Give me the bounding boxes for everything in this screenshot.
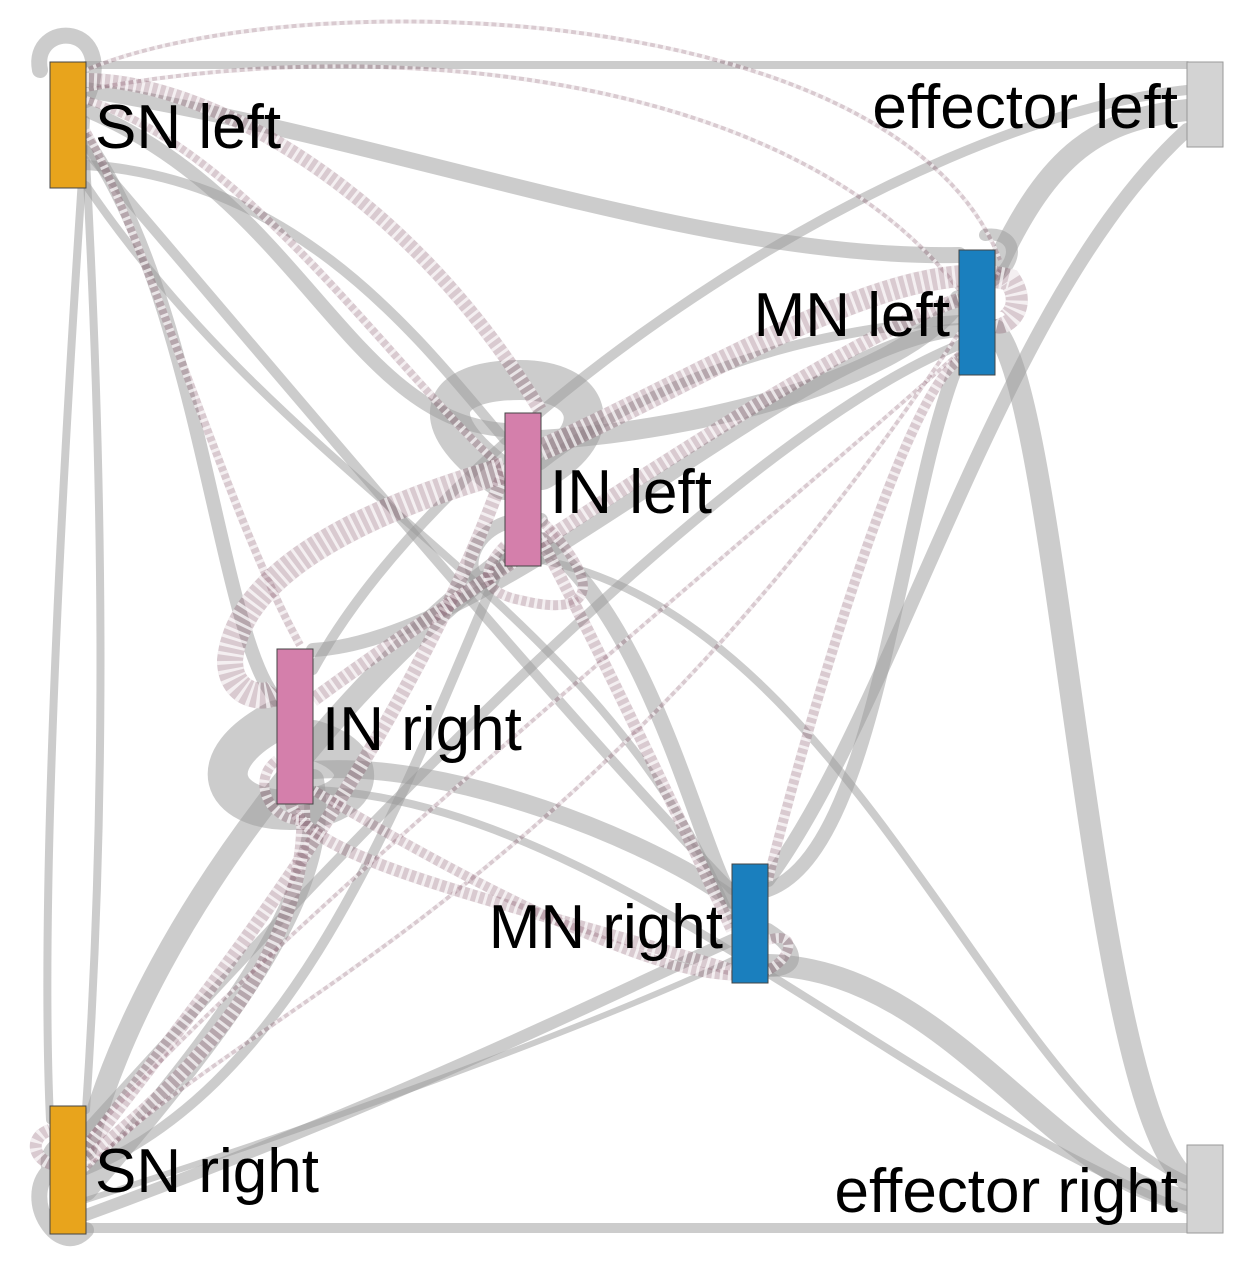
inhibitory-edge-dash	[308, 293, 961, 706]
inhibitory-edge-dash	[84, 318, 997, 1142]
node-label-in-left: IN left	[550, 458, 712, 527]
node-in-left[interactable]	[504, 412, 542, 567]
node-label-mn-left: MN left	[754, 281, 950, 350]
node-label-sn-left: SN left	[95, 93, 281, 162]
node-mn-left[interactable]	[958, 249, 996, 376]
inhibitory-edge-dash	[483, 516, 588, 611]
inhibitory-edge-dash	[535, 537, 738, 933]
node-label-sn-right: SN right	[95, 1137, 319, 1206]
inhibitory-edge-dash	[29, 1124, 89, 1172]
excitatory-edge	[80, 934, 738, 1221]
excitatory-edge	[306, 323, 966, 657]
inhibitory-edge	[536, 264, 1028, 461]
nodes: SN left SN right IN left IN right MN lef…	[49, 61, 1224, 1235]
node-sn-left[interactable]	[49, 61, 87, 189]
inhibitory-edge-dash	[763, 355, 963, 882]
excitatory-edge	[81, 340, 964, 1135]
excitatory-edge	[82, 156, 105, 1114]
excitatory-edge	[78, 82, 967, 264]
inhibitory-edge-dash	[216, 457, 509, 709]
inhibitory-edge-dash	[284, 798, 734, 976]
node-mn-right[interactable]	[731, 863, 769, 984]
inhibitory-edge-dash	[85, 19, 1002, 261]
inhibitory-edge-dash	[259, 755, 301, 825]
node-in-right[interactable]	[276, 648, 314, 805]
excitatory-edge	[537, 556, 1191, 1184]
node-label-effector-left: effector left	[872, 73, 1178, 142]
inhibitory-edge-dash	[81, 778, 311, 1166]
excitatory-edge	[757, 954, 1198, 1211]
excitatory-edge	[984, 99, 1198, 281]
excitatory-edge	[83, 957, 735, 1203]
excitatory-edge	[761, 123, 1194, 887]
inhibitory-edge-dash	[84, 96, 508, 474]
node-label-in-right: IN right	[322, 695, 522, 764]
inhibitory-edge-dash	[85, 64, 961, 292]
excitatory-edge	[81, 550, 510, 1175]
node-label-effector-right: effector right	[835, 1157, 1178, 1226]
excitatory-edge	[82, 181, 736, 924]
excitatory-edge	[309, 786, 1191, 1214]
node-effector-right[interactable]	[1186, 1144, 1224, 1234]
excitatory-edge	[81, 145, 737, 895]
excitatory-edge	[308, 85, 1192, 675]
excitatory-edge	[43, 116, 90, 1124]
excitatory-edges	[31, 27, 1198, 1246]
excitatory-edge	[31, 27, 102, 108]
excitatory-edge	[984, 319, 1198, 1191]
node-effector-left[interactable]	[1186, 61, 1224, 148]
inhibitory-edges	[29, 19, 1028, 1172]
inhibitory-edge-dash	[85, 73, 546, 414]
node-sn-right[interactable]	[49, 1105, 87, 1235]
inhibitory-edge-dash	[84, 268, 1002, 1172]
node-label-mn-right: MN right	[489, 893, 723, 962]
inhibitory-edge	[82, 128, 304, 647]
inhibitory-edge-dash	[82, 128, 304, 647]
inhibitory-edge-dash	[310, 785, 794, 981]
